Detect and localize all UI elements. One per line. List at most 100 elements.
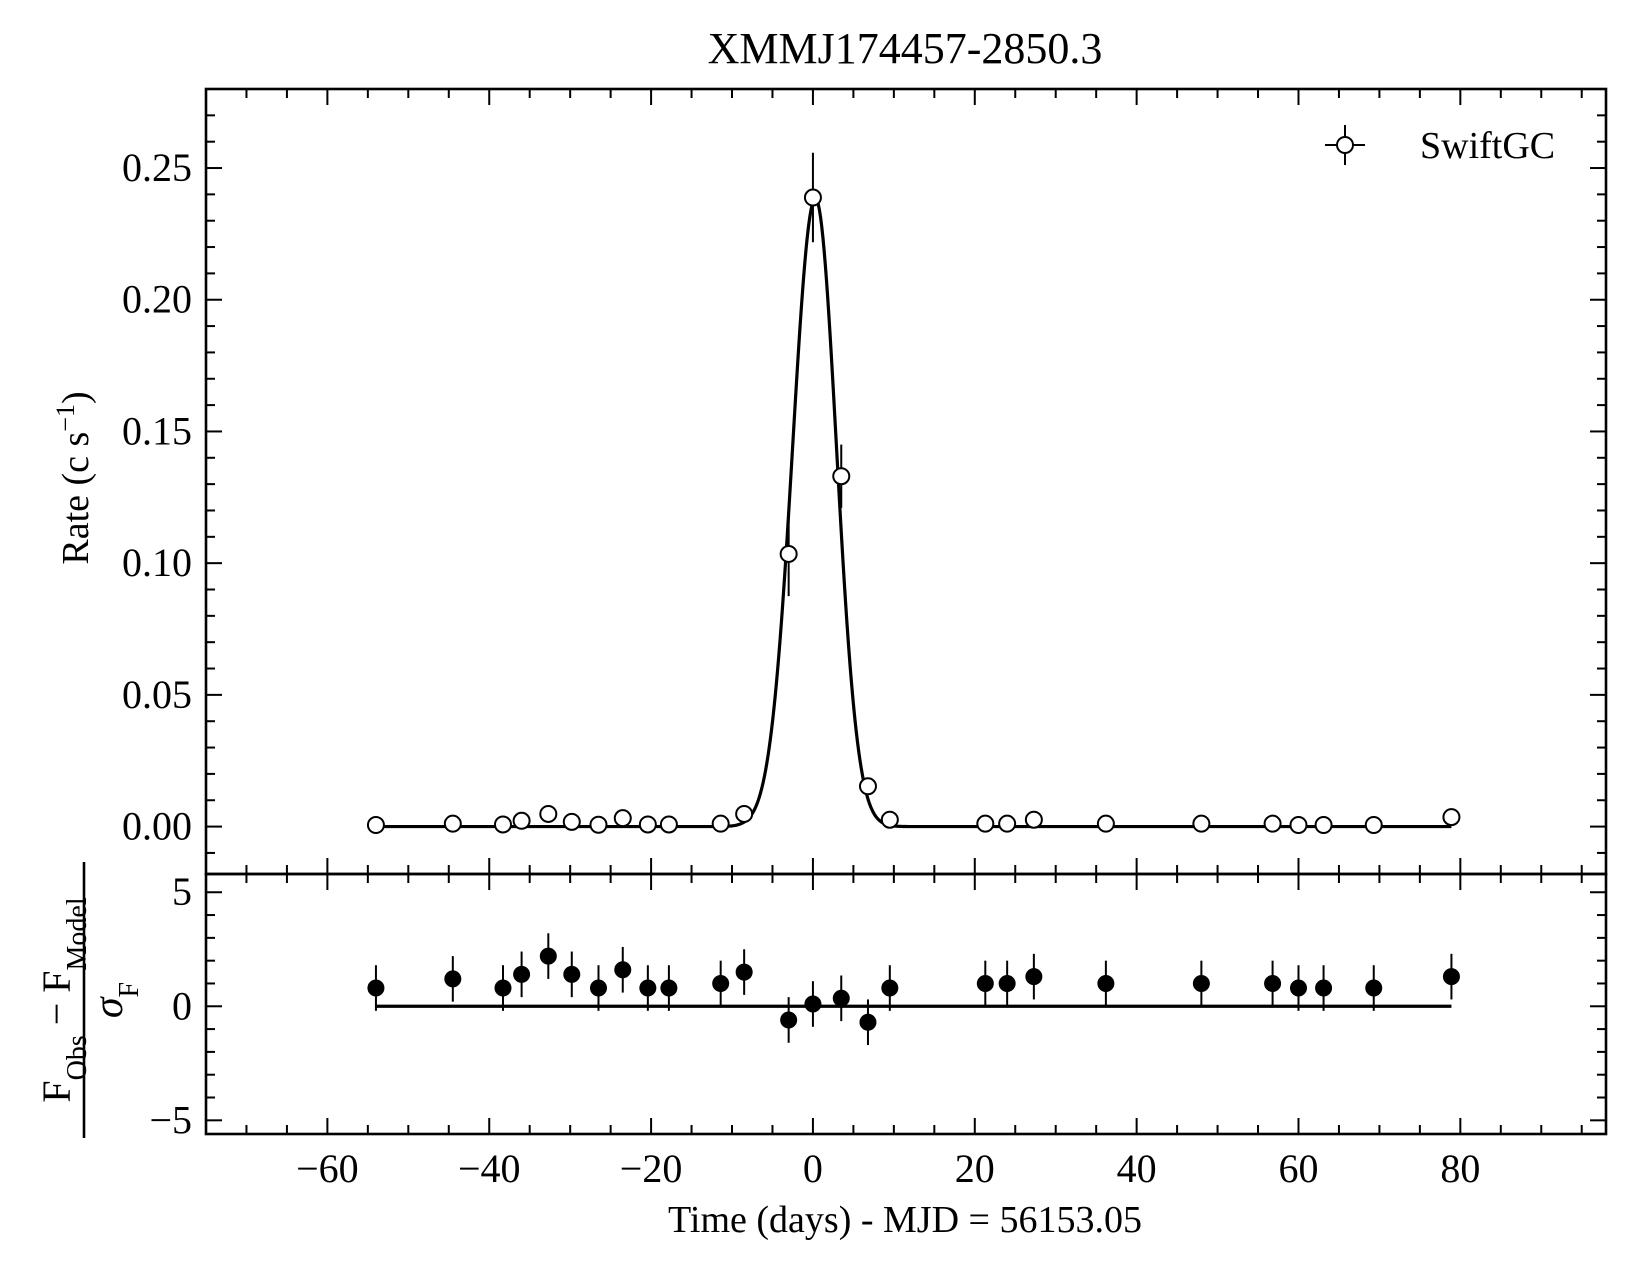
denominator-sigma-sub: F: [114, 982, 145, 998]
x-axis-label: Time (days) - MJD = 56153.05: [668, 1199, 1142, 1241]
residual-point: [1097, 974, 1115, 992]
data-point: [880, 810, 899, 829]
residual-point: [539, 947, 557, 965]
data-point: [562, 812, 581, 831]
data-point: [493, 815, 512, 834]
chart-title: XMMJ174457-2850.3: [708, 24, 1103, 73]
residual-point: [513, 965, 531, 983]
residual-point: [998, 974, 1016, 992]
data-point: [803, 188, 822, 207]
data-point: [1263, 814, 1282, 833]
residual-point: [804, 995, 822, 1013]
bottom-panel-ytick-labels: −5 0 5: [149, 869, 192, 1142]
top-y-axis-label-text: Rate (c s: [55, 432, 97, 565]
data-point: [613, 809, 632, 828]
residual-point: [563, 965, 581, 983]
residual-point: [1365, 979, 1383, 997]
data-point: [1364, 816, 1383, 835]
data-point: [539, 804, 558, 823]
residual-point: [1315, 979, 1333, 997]
residual-point: [780, 1011, 798, 1029]
bottom-panel-ticks: [206, 874, 1606, 1134]
bottom-ytick-label: 0: [172, 983, 192, 1028]
bottom-ytick-label: 5: [172, 869, 192, 914]
data-point: [443, 814, 462, 833]
top-y-axis-label-close: ): [55, 391, 97, 404]
numerator-f-obs-sub: Obs: [62, 1035, 93, 1080]
residual-point: [660, 979, 678, 997]
residual-point: [1264, 974, 1282, 992]
residual-point: [712, 974, 730, 992]
data-point: [711, 814, 730, 833]
data-point: [779, 544, 798, 563]
data-point: [366, 816, 385, 835]
top-y-axis-label-exp: −1: [51, 404, 80, 432]
numerator-f-model: F: [34, 970, 79, 992]
bottom-y-axis-label: FObs−FModel σF: [34, 862, 145, 1138]
top-panel-frame: [204, 87, 1608, 876]
xtick-label: 60: [1278, 1146, 1318, 1191]
data-point: [735, 804, 754, 823]
residual-point: [367, 979, 385, 997]
top-panel: 0.00 0.05 0.10 0.15 0.20 0.25 SwiftGC Rate (c…: [51, 87, 1608, 876]
residual-point: [639, 979, 657, 997]
residual-point: [735, 963, 753, 981]
top-ytick-label: 0.25: [122, 145, 192, 190]
top-ytick-label: 0.05: [122, 672, 192, 717]
residual-point: [1442, 968, 1460, 986]
residual-point: [1192, 974, 1210, 992]
top-ytick-label: 0.15: [122, 408, 192, 453]
residual-point: [881, 979, 899, 997]
denominator-sigma: σ: [86, 995, 132, 1018]
residual-point: [589, 979, 607, 997]
top-panel-ytick-labels: 0.00 0.05 0.10 0.15 0.20 0.25: [122, 145, 192, 849]
top-ytick-label: 0.20: [122, 277, 192, 322]
residual-point: [859, 1013, 877, 1031]
data-point: [976, 814, 995, 833]
bottom-panel-frame: [204, 872, 1608, 1136]
bottom-ytick-label: −5: [149, 1097, 192, 1142]
bottom-y-label-numerator: FObs−FModel: [34, 897, 93, 1103]
top-ytick-label: 0.00: [122, 804, 192, 849]
bottom-y-label-denominator: σF: [86, 982, 145, 1018]
bottom-panel: −505 −60 −40 −20 0 20 40 60 80 FObs−FModel σF T…: [34, 862, 1608, 1241]
top-ytick-label: 0.10: [122, 540, 192, 585]
legend-label: SwiftGC: [1420, 125, 1555, 167]
top-panel-points: [366, 152, 1461, 835]
top-panel-model: [375, 196, 1452, 829]
data-point: [1442, 808, 1461, 827]
data-point: [832, 467, 851, 486]
data-point: [589, 815, 608, 834]
bottom-panel-points: [367, 933, 1460, 1046]
data-point: [998, 814, 1017, 833]
legend: SwiftGC: [1325, 125, 1555, 167]
xtick-label: 20: [955, 1146, 995, 1191]
bottom-panel-xtick-labels: −60 −40 −20 0 20 40 60 80: [296, 1146, 1480, 1191]
data-point: [1024, 810, 1043, 829]
numerator-minus: −: [34, 1003, 79, 1026]
numerator-f-obs: F: [34, 1080, 79, 1102]
xtick-label: −40: [458, 1146, 521, 1191]
residual-point: [1025, 968, 1043, 986]
xtick-label: 0: [803, 1146, 823, 1191]
data-point: [1289, 816, 1308, 835]
data-point: [858, 777, 877, 796]
model-curve: [375, 196, 1452, 829]
xtick-label: 80: [1440, 1146, 1480, 1191]
numerator-f-model-sub: Model: [62, 897, 93, 970]
residual-point: [614, 961, 632, 979]
top-y-axis-label: Rate (c s−1): [51, 391, 98, 564]
data-point: [512, 811, 531, 830]
residual-point: [494, 979, 512, 997]
xtick-label: −60: [296, 1146, 359, 1191]
xtick-label: −20: [620, 1146, 683, 1191]
residual-point: [444, 970, 462, 988]
legend-marker-circle: [1336, 136, 1354, 154]
data-point: [1192, 814, 1211, 833]
residual-point: [1289, 979, 1307, 997]
residual-point: [976, 974, 994, 992]
data-point: [638, 815, 657, 834]
residual-point: [832, 989, 850, 1007]
data-point: [1314, 816, 1333, 835]
xtick-label: 40: [1117, 1146, 1157, 1191]
